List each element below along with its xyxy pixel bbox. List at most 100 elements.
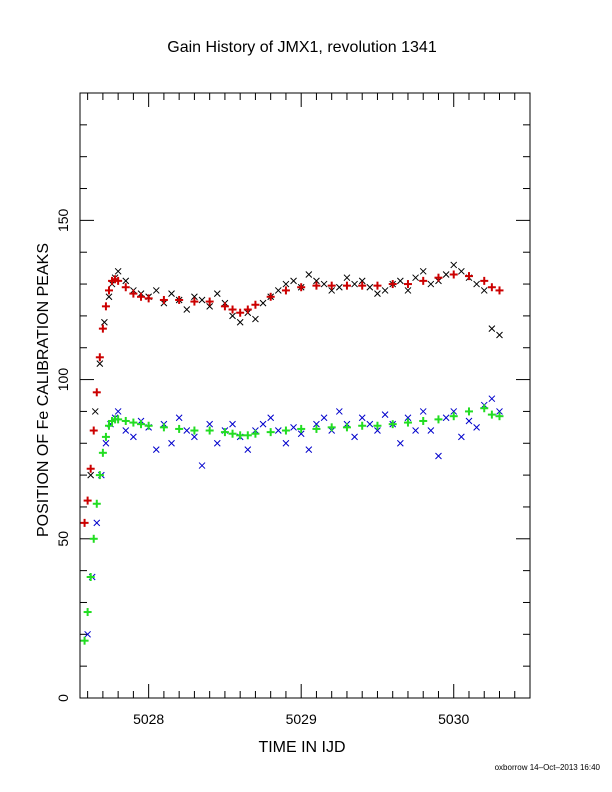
series-3 <box>80 404 504 645</box>
data-point <box>83 608 92 617</box>
y-tick-label: 0 <box>55 694 71 702</box>
data-point <box>358 414 366 422</box>
data-point <box>175 295 184 304</box>
data-point <box>427 280 435 288</box>
data-point <box>290 423 297 431</box>
data-point <box>335 283 343 291</box>
data-point <box>327 281 336 290</box>
data-point <box>434 415 443 424</box>
data-point <box>427 427 435 434</box>
data-point <box>495 286 504 295</box>
data-point <box>89 534 98 543</box>
data-point <box>101 302 110 311</box>
data-point <box>80 636 89 645</box>
data-point <box>129 418 138 427</box>
data-point <box>312 281 321 290</box>
data-point <box>251 429 260 438</box>
data-point <box>98 448 107 457</box>
data-point <box>104 286 113 295</box>
data-point <box>281 286 290 295</box>
data-point <box>228 305 237 314</box>
data-point <box>495 412 504 421</box>
data-point <box>312 424 321 433</box>
data-point <box>251 300 260 309</box>
data-point <box>388 420 397 429</box>
data-point <box>374 290 381 297</box>
data-point <box>480 276 489 285</box>
data-point <box>190 297 199 306</box>
data-point <box>236 431 245 440</box>
data-point <box>93 519 101 527</box>
data-point <box>206 420 214 428</box>
data-point <box>274 427 282 434</box>
data-point <box>206 302 214 310</box>
data-point <box>342 423 351 432</box>
x-tick-label: 5030 <box>438 711 469 727</box>
data-point <box>92 499 101 508</box>
data-point <box>419 416 428 425</box>
series-0 <box>87 261 503 479</box>
data-point <box>228 429 237 438</box>
data-point <box>84 630 91 638</box>
data-point <box>419 276 428 285</box>
data-point <box>98 324 107 333</box>
data-point <box>335 408 343 415</box>
data-point <box>488 395 496 403</box>
data-point <box>175 424 184 433</box>
axis-tick-labels: 0 50 100 150 5028 5029 5030 <box>55 208 470 727</box>
data-point <box>236 308 245 317</box>
data-point <box>96 360 104 368</box>
data-point <box>487 410 496 419</box>
data-point <box>122 427 130 434</box>
data-point <box>412 274 419 282</box>
data-point <box>191 293 198 301</box>
data-point <box>95 353 104 362</box>
data-point <box>473 280 480 288</box>
data-point <box>114 408 122 415</box>
data-point <box>220 302 229 311</box>
data-point <box>358 421 367 430</box>
data-point <box>412 427 419 434</box>
data-point <box>480 287 488 294</box>
data-point <box>83 496 92 505</box>
data-point <box>95 471 104 480</box>
data-point <box>198 462 206 469</box>
data-point <box>266 428 275 437</box>
data-point <box>388 280 397 289</box>
data-point <box>480 404 489 413</box>
data-point <box>381 287 389 294</box>
data-point <box>419 267 427 275</box>
data-point <box>213 439 221 447</box>
data-point <box>473 423 480 431</box>
data-point <box>205 297 214 306</box>
data-point <box>183 427 191 434</box>
data-point <box>403 418 412 427</box>
data-point <box>297 424 306 433</box>
data-point <box>458 267 465 275</box>
data-point <box>404 414 412 422</box>
data-point <box>464 407 473 416</box>
data-point <box>274 287 282 294</box>
data-point <box>122 277 130 285</box>
data-point <box>342 281 351 290</box>
data-point <box>213 290 221 297</box>
data-point <box>450 261 458 269</box>
data-point <box>101 318 108 326</box>
data-point <box>87 471 95 479</box>
data-point <box>297 283 306 292</box>
data-point <box>487 283 496 292</box>
data-point <box>229 312 236 320</box>
data-point <box>86 573 95 581</box>
data-point <box>266 292 275 301</box>
data-point <box>351 433 358 441</box>
data-point <box>496 408 503 415</box>
data-point <box>104 421 113 430</box>
data-point <box>144 294 153 303</box>
data-point <box>243 305 252 314</box>
y-tick-label: 100 <box>55 368 71 392</box>
data-point <box>114 276 123 285</box>
data-point <box>442 414 450 422</box>
data-point <box>373 281 382 290</box>
data-point <box>137 292 146 301</box>
